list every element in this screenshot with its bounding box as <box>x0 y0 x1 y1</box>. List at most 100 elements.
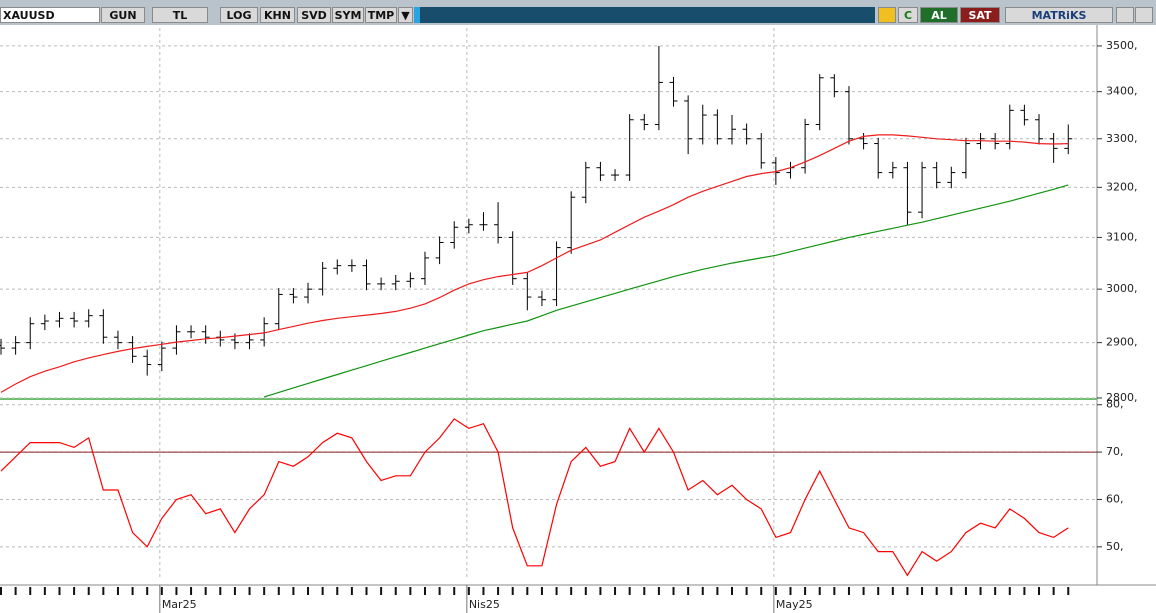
buy-button[interactable]: AL <box>920 7 958 23</box>
toolbar-button[interactable]: KHN <box>260 7 295 23</box>
date-tick <box>935 587 938 595</box>
date-tick <box>628 587 631 595</box>
refresh-button[interactable]: C <box>898 7 918 23</box>
date-tick <box>14 587 17 595</box>
date-tick <box>409 587 412 595</box>
toolbar: XAUUSD GUN TL LOG KHN SVD SYM TMP ▼ C AL… <box>0 0 1156 25</box>
y-tick-label: 2900, <box>1106 336 1138 349</box>
date-tick <box>307 587 310 595</box>
toolbar-button[interactable]: SYM <box>332 7 364 23</box>
toolbar-button[interactable]: TL <box>152 7 208 23</box>
y-tick-label: 3300, <box>1106 132 1138 145</box>
date-tick <box>877 587 880 595</box>
date-tick <box>555 587 558 595</box>
x-tick-label: Mar25 <box>162 598 197 611</box>
date-tick <box>687 587 690 595</box>
date-tick <box>979 587 982 595</box>
window-button[interactable] <box>1135 7 1153 23</box>
date-tick <box>789 587 792 595</box>
y-tick-label: 3500, <box>1106 39 1138 52</box>
dropdown[interactable]: ▼ <box>398 7 413 23</box>
symbol[interactable]: XAUUSD <box>0 7 100 23</box>
y-tick-label: 3000, <box>1106 282 1138 295</box>
y-tick-label: 70, <box>1106 445 1124 458</box>
x-tick-label: May25 <box>776 598 813 611</box>
date-tick <box>657 587 660 595</box>
date-tick <box>818 587 821 595</box>
y-tick-label: 3100, <box>1106 230 1138 243</box>
date-tick <box>1038 587 1041 595</box>
toolbar-button[interactable]: SVD <box>297 7 331 23</box>
date-tick <box>540 587 543 595</box>
date-tick <box>599 587 602 595</box>
date-tick <box>380 587 383 595</box>
date-tick <box>453 587 456 595</box>
moving-average <box>264 184 1069 398</box>
date-tick <box>146 587 149 595</box>
date-tick <box>833 587 836 595</box>
y-tick-label: 3400, <box>1106 85 1138 98</box>
date-tick <box>336 587 339 595</box>
date-tick <box>891 587 894 595</box>
y-tick-label: 3200, <box>1106 180 1138 193</box>
date-tick <box>292 587 295 595</box>
date-tick <box>204 587 207 595</box>
date-tick <box>584 587 587 595</box>
date-tick <box>497 587 500 595</box>
date-tick <box>423 587 426 595</box>
date-tick <box>43 587 46 595</box>
y-tick-label: 2800, <box>1106 391 1138 404</box>
toolbar-band <box>420 7 875 23</box>
y-tick-label: 60, <box>1106 492 1124 505</box>
date-tick <box>906 587 909 595</box>
date-tick <box>1052 587 1055 595</box>
date-tick <box>263 587 266 595</box>
rsi-line <box>0 418 1069 577</box>
window-button[interactable] <box>1116 7 1134 23</box>
date-tick <box>511 587 514 595</box>
date-tick <box>847 587 850 595</box>
date-tick <box>365 587 368 595</box>
chart: 2800, 2900, 3000, 3100, 3200, 3300, 3400, 3500,… <box>0 25 1156 613</box>
toolbar-button[interactable]: TMP <box>365 7 397 23</box>
flash-icon[interactable] <box>878 7 896 23</box>
brand: MATRiKS <box>1005 7 1113 23</box>
date-tick <box>0 587 2 595</box>
date-tick <box>175 587 178 595</box>
date-tick <box>233 587 236 595</box>
date-tick <box>1008 587 1011 595</box>
date-tick <box>58 587 61 595</box>
date-tick <box>482 587 485 595</box>
date-tick <box>570 587 573 595</box>
date-tick <box>131 587 134 595</box>
date-tick <box>102 587 105 595</box>
date-tick <box>29 587 32 595</box>
moving-average <box>0 134 1069 393</box>
y-tick-label: 50, <box>1106 540 1124 553</box>
date-tick <box>774 587 777 595</box>
date-tick <box>921 587 924 595</box>
twitter-icon[interactable] <box>414 7 420 23</box>
date-tick <box>394 587 397 595</box>
date-tick <box>862 587 865 595</box>
date-tick <box>731 587 733 595</box>
date-tick <box>1023 587 1026 595</box>
date-tick <box>1067 587 1070 595</box>
date-tick <box>672 587 675 595</box>
date-tick <box>804 587 807 595</box>
date-tick <box>994 587 997 595</box>
date-tick <box>526 587 529 595</box>
toolbar-button[interactable]: GUN <box>101 7 145 23</box>
date-tick <box>248 587 251 595</box>
date-tick <box>321 587 324 595</box>
date-tick <box>350 587 353 595</box>
y-tick-label: 80, <box>1106 398 1124 411</box>
date-tick <box>438 587 441 595</box>
date-tick <box>745 587 748 595</box>
date-tick <box>277 587 280 595</box>
date-tick <box>160 587 163 595</box>
sell-button[interactable]: SAT <box>960 7 1000 23</box>
date-tick <box>716 587 719 595</box>
toolbar-button[interactable]: LOG <box>220 7 258 23</box>
